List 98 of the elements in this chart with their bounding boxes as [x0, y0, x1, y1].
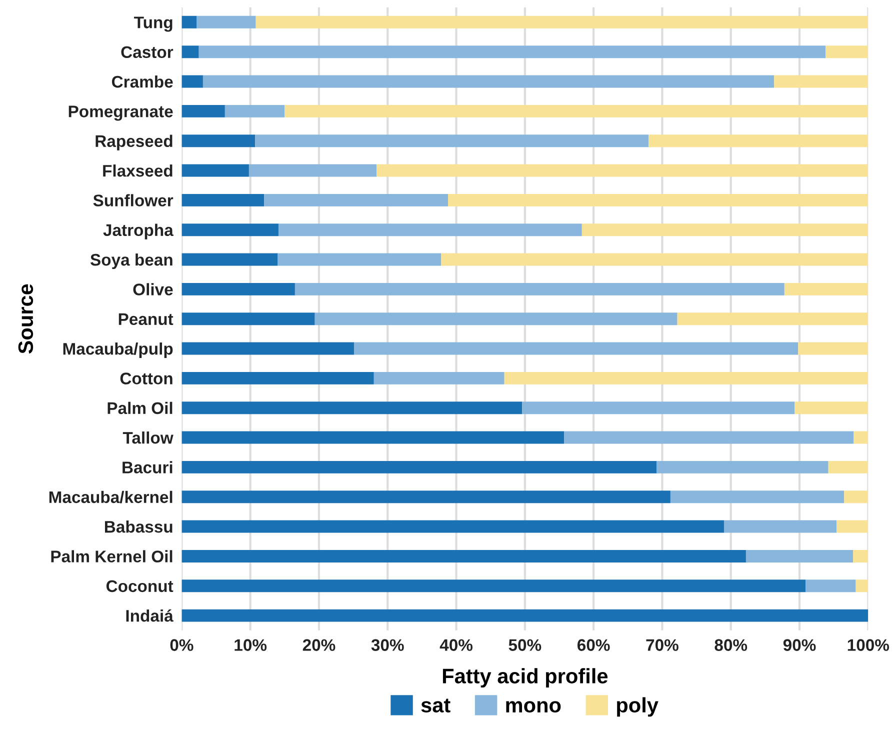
bar — [182, 46, 199, 58]
bar — [182, 134, 256, 148]
bar — [670, 490, 844, 504]
x-tick-label: 30% — [371, 639, 404, 651]
bar — [564, 431, 854, 444]
bar — [522, 402, 795, 414]
x-tick-label: 0% — [170, 639, 194, 651]
bar — [182, 282, 295, 296]
bar — [182, 104, 225, 118]
bar — [374, 372, 504, 384]
y-tick-label: Babassu — [104, 520, 172, 533]
bar — [794, 402, 868, 414]
bar — [182, 520, 724, 533]
bar — [648, 134, 868, 148]
bar — [182, 580, 806, 592]
bar — [248, 164, 377, 177]
bar — [182, 490, 670, 504]
bar — [278, 224, 582, 236]
bar — [314, 312, 678, 326]
bar — [746, 550, 854, 562]
y-tick-label: Peanut — [118, 313, 174, 326]
bar — [182, 402, 522, 414]
bar — [202, 75, 774, 88]
bar — [256, 16, 868, 28]
bar — [826, 46, 868, 58]
bar — [284, 104, 868, 118]
y-axis-title: Source — [18, 284, 34, 354]
bar — [856, 580, 868, 592]
bar — [774, 75, 868, 88]
y-tick-label: Olive — [133, 283, 173, 296]
bar — [182, 342, 354, 355]
y-tick-label: Sunflower — [93, 194, 174, 206]
y-tick-label: Bacuri — [122, 461, 172, 474]
y-tick-label: Jatropha — [103, 224, 174, 240]
bar — [798, 342, 868, 355]
bar — [264, 194, 448, 206]
bar — [224, 104, 285, 118]
bar — [448, 194, 868, 206]
bar — [376, 164, 868, 177]
bar — [182, 194, 264, 206]
bar — [853, 550, 868, 562]
x-tick-label: 60% — [577, 639, 610, 651]
y-tick-label: Rapeseed — [96, 134, 172, 150]
bar — [677, 312, 868, 326]
x-tick-label: 50% — [508, 639, 542, 651]
y-tick-label: Pomegranate — [68, 106, 173, 121]
y-tick-label: Soya bean — [90, 253, 172, 270]
bar — [182, 431, 564, 444]
bar — [724, 520, 837, 533]
bar — [294, 282, 784, 296]
y-tick-label: Tung — [134, 16, 172, 32]
x-axis-title: Fatty acid profile — [442, 668, 608, 688]
legend-label: mono — [506, 701, 561, 713]
x-tick-label: 20% — [302, 639, 336, 651]
bar — [182, 609, 868, 622]
y-tick-label: Castor — [121, 46, 174, 58]
bar — [582, 224, 868, 236]
bar — [854, 431, 868, 444]
legend-label: sat — [421, 698, 450, 713]
bar — [182, 312, 315, 326]
x-tick-label: 10% — [234, 639, 267, 651]
x-tick-label: 100% — [848, 639, 890, 651]
bar — [354, 342, 798, 355]
bar — [504, 372, 868, 384]
y-tick-label: Indaiá — [126, 609, 174, 622]
bar — [182, 75, 203, 88]
y-tick-label: Palm Oil — [108, 402, 172, 414]
y-tick-label: Cotton — [120, 372, 172, 384]
x-tick-label: 80% — [714, 639, 748, 651]
bar — [656, 460, 828, 474]
bar — [196, 16, 256, 28]
legend-label: poly — [617, 697, 658, 717]
bar — [182, 550, 746, 562]
bar — [182, 460, 657, 474]
y-tick-label: Macauba/pulp — [63, 342, 173, 358]
y-tick-label: Crambe — [112, 75, 173, 88]
y-tick-label: Tallow — [122, 431, 174, 444]
x-tick-label: 90% — [783, 639, 816, 651]
bar — [836, 520, 868, 533]
bar — [182, 16, 197, 28]
y-tick-label: Palm Kernel Oil — [51, 550, 172, 562]
bar — [278, 253, 442, 266]
y-tick-label: Coconut — [106, 580, 174, 592]
x-tick-label: 40% — [440, 639, 473, 651]
bar — [784, 282, 868, 296]
bar — [441, 253, 868, 266]
bar — [844, 490, 868, 504]
bar — [198, 46, 826, 58]
y-tick-label: Macauba/kernel — [49, 490, 172, 504]
bar — [255, 134, 648, 148]
x-tick-label: 70% — [646, 639, 678, 651]
bar — [806, 580, 856, 592]
bar — [828, 460, 868, 474]
bar — [182, 224, 278, 236]
bar — [182, 372, 374, 384]
bar — [182, 253, 278, 266]
y-tick-label: Flaxseed — [103, 164, 172, 177]
bar — [182, 164, 249, 177]
